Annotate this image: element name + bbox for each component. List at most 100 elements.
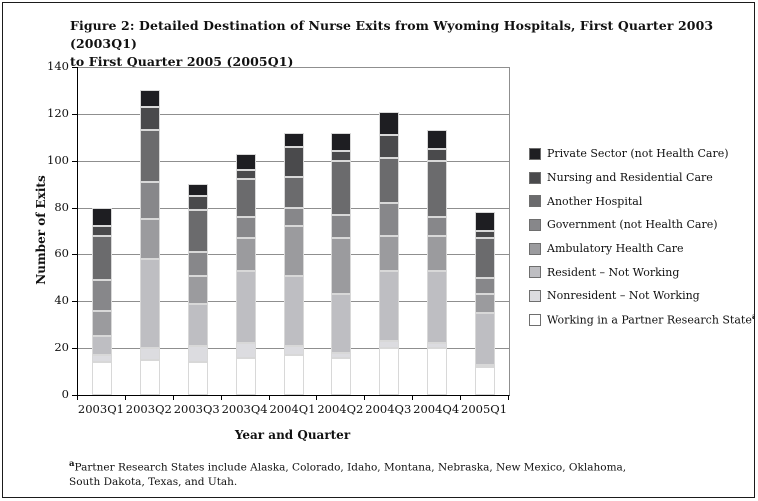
bar-segment-2004Q2 — [331, 214, 352, 239]
bar-segment-2003Q4 — [235, 170, 256, 180]
legend-swatch — [529, 242, 541, 255]
bar-segment-2004Q3 — [379, 341, 400, 349]
bar-segment-2003Q3 — [187, 252, 208, 276]
y-tick-label-40: 40 — [54, 293, 69, 308]
y-tick-mark-60 — [72, 254, 77, 256]
legend-label: Nursing and Residential Care — [547, 171, 713, 185]
bar-segment-2003Q2 — [139, 259, 160, 349]
x-tick-label-2004Q3: 2004Q3 — [365, 402, 412, 416]
legend-label: Government (not Health Care) — [547, 218, 718, 232]
bar-segment-2004Q3 — [379, 111, 400, 135]
bar-segment-2003Q1 — [91, 207, 112, 227]
bar-segment-2004Q4 — [427, 235, 448, 271]
x-tick-mark — [124, 396, 126, 400]
bar-segment-2004Q4 — [427, 149, 448, 161]
y-tick-label-80: 80 — [54, 199, 69, 214]
bar-segment-2003Q2 — [139, 106, 160, 131]
bar-segment-2004Q4 — [427, 343, 448, 349]
x-tick-label-2005Q1: 2005Q1 — [461, 402, 508, 416]
bar-segment-2003Q3 — [187, 345, 208, 363]
bar-segment-2004Q1 — [283, 132, 304, 147]
bar-segment-2004Q1 — [283, 355, 304, 395]
legend-item: Nonresident – Not Working — [529, 284, 754, 308]
legend-label: Ambulatory Health Care — [547, 242, 684, 256]
bar-segment-2004Q3 — [379, 202, 400, 236]
x-axis-title: Year and Quarter — [234, 428, 351, 442]
bar-segment-2003Q1 — [91, 226, 112, 236]
bar-segment-2003Q1 — [91, 280, 112, 311]
bar-segment-2005Q1 — [475, 238, 496, 278]
bar-segment-2003Q2 — [139, 359, 160, 395]
y-tick-mark-100 — [72, 160, 77, 162]
bar-segment-2005Q1 — [475, 294, 496, 313]
x-tick-mark — [316, 396, 318, 400]
legend-label: Another Hospital — [547, 194, 643, 208]
bar-segment-2003Q3 — [187, 195, 208, 210]
x-tick-mark — [172, 396, 174, 400]
bar-segment-2003Q3 — [187, 362, 208, 395]
footnote-superscript: a — [69, 459, 75, 469]
bar-segment-2003Q2 — [139, 130, 160, 182]
x-tick-mark — [77, 396, 78, 400]
bar-segment-2004Q2 — [331, 151, 352, 161]
y-tick-mark-140 — [72, 67, 77, 68]
bar-segment-2004Q3 — [379, 235, 400, 271]
x-tick-mark — [412, 396, 414, 400]
x-tick-label-2003Q1: 2003Q1 — [77, 402, 124, 416]
bar-segment-2004Q3 — [379, 134, 400, 159]
y-tick-mark-0 — [72, 395, 77, 396]
legend-item: Ambulatory Health Care — [529, 237, 754, 261]
y-tick-label-20: 20 — [54, 340, 69, 355]
bar-segment-2003Q4 — [235, 179, 256, 217]
bar-segment-2003Q2 — [139, 348, 160, 360]
y-tick-label-60: 60 — [54, 246, 69, 261]
legend-label: Private Sector (not Health Care) — [547, 147, 729, 161]
bar-segment-2003Q1 — [91, 336, 112, 356]
legend-item: Government (not Health Care) — [529, 213, 754, 237]
x-tick-mark — [364, 396, 366, 400]
bar-segment-2004Q2 — [331, 132, 352, 152]
bar-segment-2003Q4 — [235, 270, 256, 344]
bar-segment-2003Q2 — [139, 181, 160, 220]
legend-item: Resident – Not Working — [529, 260, 754, 284]
bar-segment-2005Q1 — [475, 231, 496, 239]
y-axis-title: Number of Exits — [34, 175, 48, 285]
bar-segment-2004Q1 — [283, 226, 304, 276]
y-tick-label-120: 120 — [47, 105, 69, 120]
bar-segment-2003Q4 — [235, 343, 256, 358]
x-tick-label-2004Q1: 2004Q1 — [269, 402, 316, 416]
bar-segment-2003Q3 — [187, 303, 208, 346]
y-tick-mark-80 — [72, 207, 77, 209]
legend-swatch — [529, 266, 541, 279]
bar-segment-2003Q2 — [139, 90, 160, 107]
bar-segment-2003Q1 — [91, 310, 112, 337]
bar-segment-2004Q1 — [283, 345, 304, 356]
bar-segment-2004Q1 — [283, 146, 304, 178]
bar-segment-2004Q1 — [283, 275, 304, 346]
bar-segment-2005Q1 — [475, 364, 496, 367]
legend-swatch — [529, 218, 541, 231]
y-tick-label-0: 0 — [61, 387, 69, 401]
gridline-120 — [78, 113, 509, 115]
bar-segment-2004Q3 — [379, 348, 400, 395]
gridline-140 — [78, 67, 509, 68]
x-tick-label-2003Q3: 2003Q3 — [173, 402, 220, 416]
x-tick-mark — [268, 396, 270, 400]
y-tick-mark-40 — [72, 301, 77, 303]
figure-title-line2: to First Quarter 2005 (2005Q1) — [70, 54, 294, 69]
bar-segment-2005Q1 — [475, 277, 496, 295]
figure-title: Figure 2: Detailed Destination of Nurse … — [70, 17, 754, 71]
legend-swatch — [529, 147, 541, 160]
legend-swatch — [529, 195, 541, 208]
legend-swatch — [529, 289, 541, 302]
plot-area — [77, 67, 510, 396]
figure-title-line1: Figure 2: Detailed Destination of Nurse … — [70, 18, 714, 51]
bar-segment-2004Q2 — [331, 238, 352, 295]
bar-segment-2003Q3 — [187, 209, 208, 253]
bar-segment-2004Q4 — [427, 130, 448, 149]
bar-segment-2004Q4 — [427, 348, 448, 395]
legend-item: Another Hospital — [529, 189, 754, 213]
x-tick-label-2003Q4: 2003Q4 — [221, 402, 268, 416]
